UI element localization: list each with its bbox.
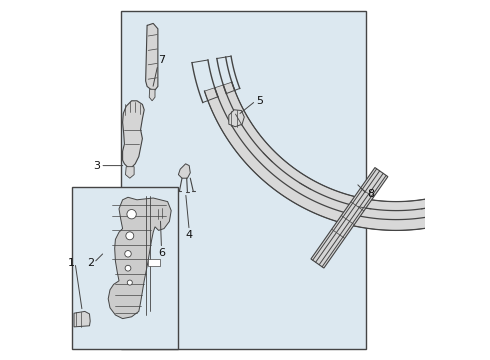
Circle shape <box>126 232 134 240</box>
Circle shape <box>125 265 131 271</box>
Text: 5: 5 <box>256 96 263 106</box>
Polygon shape <box>74 311 90 327</box>
Bar <box>121 11 366 349</box>
Text: 6: 6 <box>158 248 165 258</box>
Circle shape <box>127 280 132 285</box>
Polygon shape <box>125 167 134 178</box>
Circle shape <box>125 251 131 257</box>
Polygon shape <box>204 82 490 230</box>
Polygon shape <box>311 167 388 268</box>
Text: 4: 4 <box>186 230 193 240</box>
Polygon shape <box>108 197 171 319</box>
Text: 1: 1 <box>68 258 75 268</box>
Polygon shape <box>149 89 155 101</box>
Polygon shape <box>148 259 160 266</box>
Text: 8: 8 <box>368 189 374 199</box>
Polygon shape <box>146 23 158 90</box>
Polygon shape <box>229 110 245 127</box>
Text: 2: 2 <box>87 258 94 268</box>
Polygon shape <box>122 101 144 167</box>
Polygon shape <box>153 208 167 219</box>
Circle shape <box>127 210 136 219</box>
Text: 3: 3 <box>93 161 100 171</box>
Bar <box>72 187 178 349</box>
Polygon shape <box>178 164 190 178</box>
Text: 7: 7 <box>158 55 165 65</box>
